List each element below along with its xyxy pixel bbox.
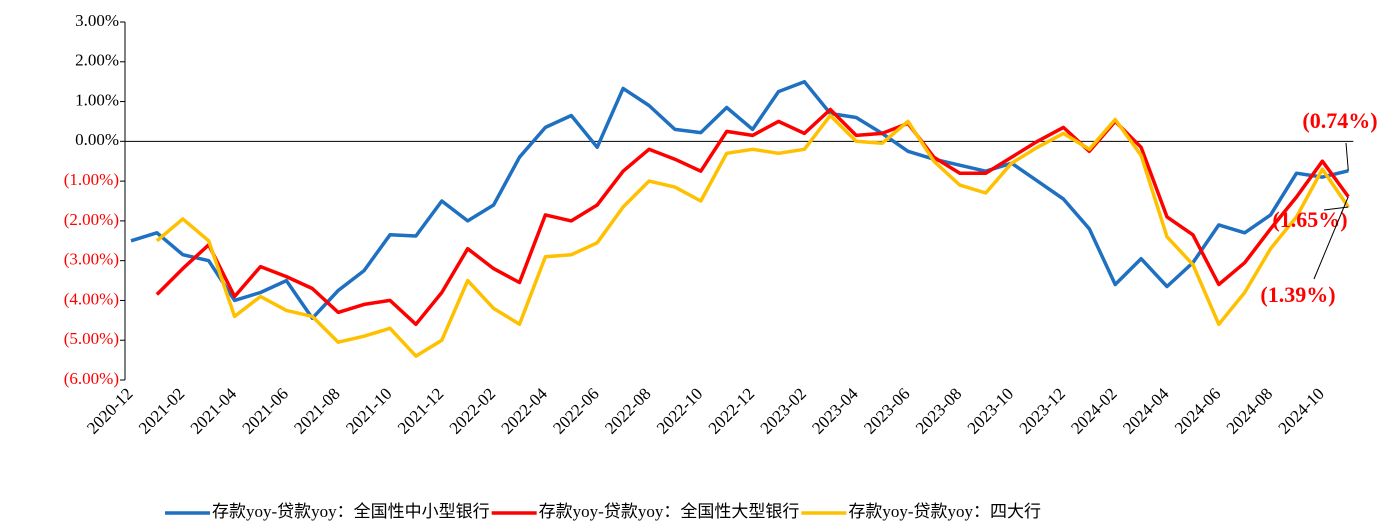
x-tick-label: 2023-10 [964,384,1018,438]
y-tick-label: 2.00% [75,51,119,70]
y-tick-label: (6.00%) [64,369,119,388]
series-line [155,107,1350,327]
x-tick-label: 2021-10 [342,384,396,438]
x-tick-label: 2022-06 [549,384,603,438]
y-tick-label: (1.00%) [64,170,119,189]
annotation: (1.65%) [1272,207,1347,232]
legend-label: 存款yoy-贷款yoy：全国性中小型银行 [212,502,490,521]
series-line [155,113,1350,358]
x-tick-label: 2024-02 [1067,384,1121,438]
x-tick-label: 2022-04 [497,384,551,438]
x-tick-label: 2022-10 [653,384,707,438]
series-line [130,79,1349,321]
leader-line [1313,196,1349,280]
leader-line [1345,142,1349,171]
x-tick-label: 2022-12 [705,384,759,438]
annotation: (1.39%) [1260,282,1335,307]
x-tick-label: 2020-12 [83,384,137,438]
y-tick-label: (2.00%) [64,210,119,229]
x-tick-label: 2024-10 [1274,384,1328,438]
x-tick-label: 2023-06 [860,384,914,438]
x-tick-label: 2022-08 [601,384,655,438]
x-tick-label: 2024-06 [1171,384,1225,438]
x-tick-label: 2021-02 [135,384,189,438]
x-tick-label: 2023-04 [808,384,862,438]
x-tick-label: 2023-02 [756,384,810,438]
x-tick-label: 2023-08 [912,384,966,438]
legend-label: 存款yoy-贷款yoy：四大行 [848,502,1041,521]
x-tick-label: 2022-02 [446,384,500,438]
legend: 存款yoy-贷款yoy：全国性中小型银行 存款yoy-贷款yoy：全国性大型银行 存… [165,502,1041,521]
y-tick-label: 3.00% [75,11,119,30]
y-tick-label: 0.00% [75,130,119,149]
x-tick-label: 2021-08 [290,384,344,438]
y-tick-label: (5.00%) [64,329,119,348]
y-tick-label: 1.00% [75,90,119,109]
x-tick-label: 2021-06 [238,384,292,438]
x-tick-label: 2023-12 [1015,384,1069,438]
x-tick-label: 2021-04 [187,384,241,438]
x-tick-label: 2024-04 [1119,384,1173,438]
y-tick-label: (3.00%) [64,250,119,269]
x-tick-label: 2024-08 [1223,384,1277,438]
legend-label: 存款yoy-贷款yoy：全国性大型银行 [539,502,800,521]
annotation: (0.74%) [1302,108,1377,133]
y-tick-label: (4.00%) [64,289,119,308]
x-tick-label: 2021-12 [394,384,448,438]
